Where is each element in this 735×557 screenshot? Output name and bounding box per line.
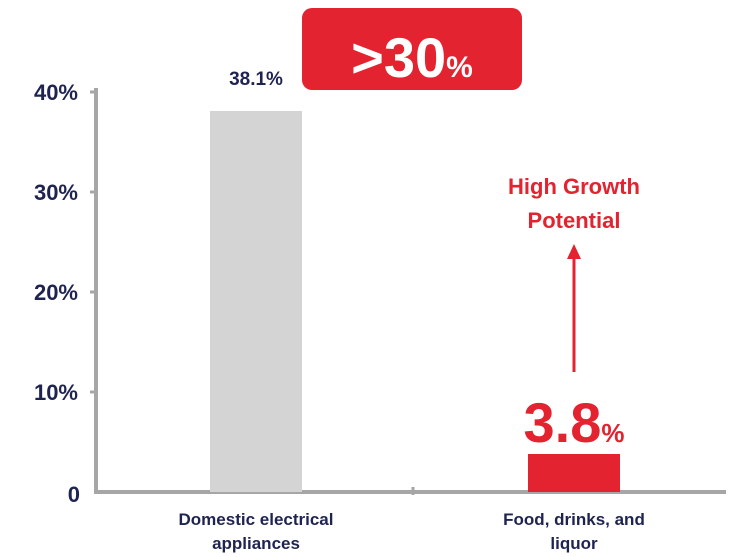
callout-value: >30 xyxy=(351,26,446,89)
y-tick-label: 40% xyxy=(34,80,78,105)
bar-food-drinks-liquor xyxy=(528,454,620,492)
growth-arrow-head xyxy=(567,244,581,259)
callout-badge-text: >30% xyxy=(351,26,473,89)
data-label-value: 3.8 xyxy=(524,391,602,454)
growth-annotation: High Growth Potential xyxy=(508,174,640,372)
y-tick-label: 10% xyxy=(34,380,78,405)
callout-suffix: % xyxy=(446,51,473,84)
y-tick-label: 20% xyxy=(34,280,78,305)
data-label-domestic-electrical-appliances: 38.1% xyxy=(229,69,283,90)
y-tick-label: 0 xyxy=(68,482,80,507)
bar-domestic-electrical-appliances xyxy=(210,111,302,492)
annotation-line-2: Potential xyxy=(528,208,621,233)
category-label-domestic-line-2: appliances xyxy=(212,534,300,553)
data-label-food-drinks-liquor: 3.8% xyxy=(524,391,625,454)
callout-badge-background xyxy=(302,8,522,90)
annotation-line-1: High Growth xyxy=(508,174,640,199)
y-tick-label: 30% xyxy=(34,180,78,205)
data-label-suffix: % xyxy=(601,418,624,448)
category-label-domestic-line-1: Domestic electrical xyxy=(179,510,334,529)
callout-badge: >30% xyxy=(302,8,522,90)
category-label-food-line-1: Food, drinks, and xyxy=(503,510,645,529)
category-label-food-line-2: liquor xyxy=(550,534,598,553)
